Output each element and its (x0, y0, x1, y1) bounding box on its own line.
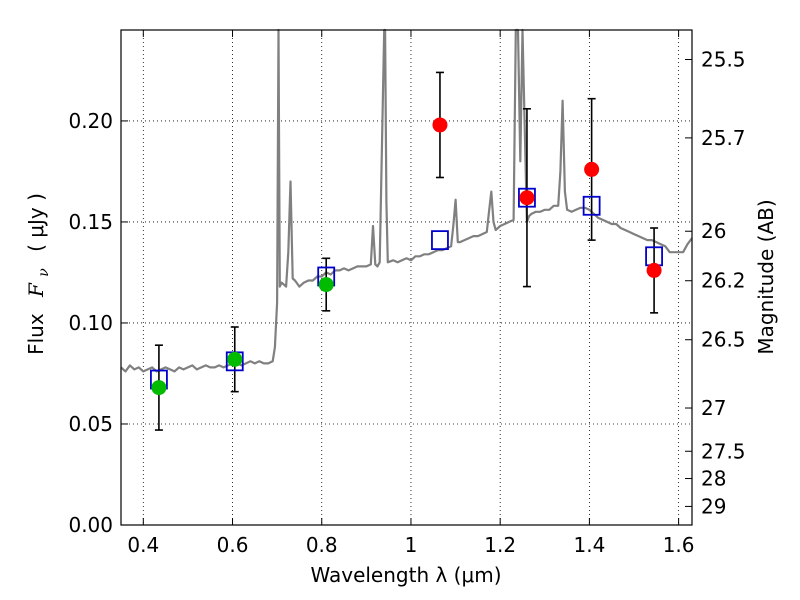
y2-tick-label: 29 (701, 494, 726, 518)
axis-ticks (121, 30, 692, 526)
grid-lines (121, 30, 692, 525)
x-tick-label: 1.2 (484, 533, 516, 557)
y2-tick-label: 25.7 (701, 126, 746, 150)
y-axis-title-sub: ν (36, 268, 52, 277)
y2-tick-label: 28 (701, 467, 726, 491)
y-tick-label: 0.15 (68, 210, 113, 234)
x-tick-label: 1 (405, 533, 418, 557)
y-axis-title-unit: ( μJy ) (24, 193, 48, 252)
model-square-marker (431, 230, 449, 251)
y2-tick-label: 27.5 (701, 439, 746, 463)
y2-tick-label: 27 (701, 396, 726, 420)
model-square-marker (518, 187, 536, 208)
marker-layer (150, 117, 663, 396)
photometry-point-marker (646, 262, 662, 278)
y2-tick-label: 26.2 (701, 269, 746, 293)
svg-text:Flux F ν ( μ: Flux F ν ( μJy ) (24, 193, 53, 355)
y2-axis-title: Magnitude (AB) (754, 199, 778, 354)
photometry-point-marker (151, 380, 167, 396)
y-tick-label: 0.10 (68, 311, 113, 335)
photometry-point-marker (519, 190, 535, 206)
y-tick-label: 0.20 (68, 109, 113, 133)
y2-tick-label: 26.5 (701, 328, 746, 352)
photometry-point-marker (584, 161, 600, 177)
y2-tick-label: 26 (701, 219, 726, 243)
x-tick-label: 1.6 (663, 533, 695, 557)
y-tick-label: 0.05 (68, 412, 113, 436)
y-tick-label: 0.00 (68, 513, 113, 537)
y-axis-title: Flux F ν ( μJy ) (24, 193, 53, 355)
photometry-point-marker (432, 117, 448, 133)
plot-frame (120, 29, 693, 526)
model-square-marker (582, 195, 601, 216)
photometry-point-marker (318, 277, 334, 293)
photometry-point-marker (227, 351, 243, 367)
x-tick-label: 0.4 (127, 533, 159, 557)
x-tick-label: 0.6 (217, 533, 249, 557)
x-axis-title: Wavelength λ (μm) (310, 563, 501, 587)
y-axis-title-var: F (24, 282, 48, 298)
x-tick-label: 1.4 (573, 533, 605, 557)
axis-tick-labels: 0.4 0.6 0.8 1 1.2 1.4 1.6 0.00 0.05 0.10 0.15 0.20 2… (68, 47, 745, 557)
y2-tick-label: 25.5 (701, 47, 746, 71)
x-tick-label: 0.8 (306, 533, 338, 557)
y-axis-title-prefix: Flux (24, 313, 48, 355)
